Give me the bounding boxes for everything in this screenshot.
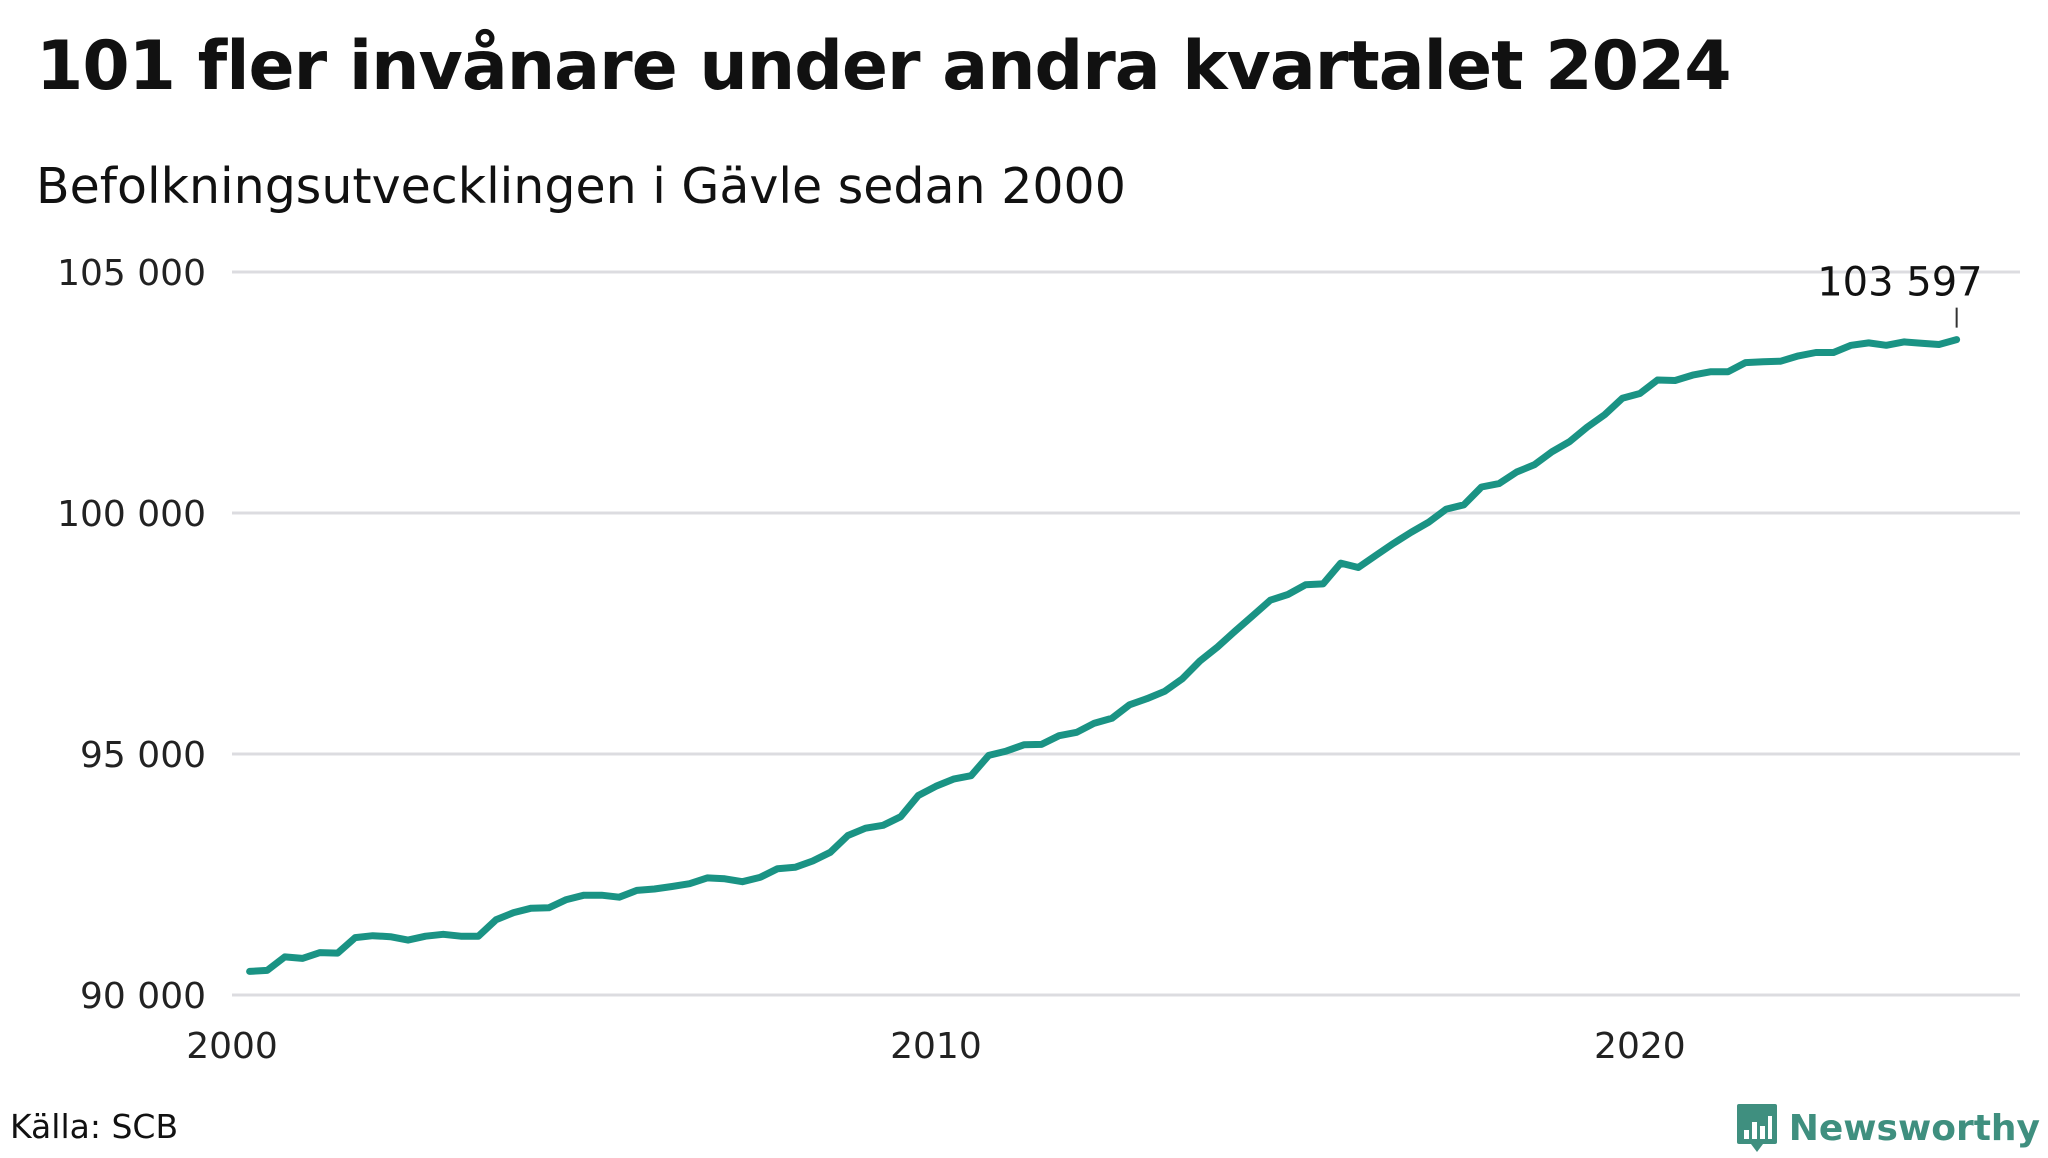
population-line — [246, 336, 1961, 975]
source-note: Källa: SCB — [10, 1107, 179, 1146]
y-axis-ticks: 90 000 95 000 100 000 105 000 — [57, 253, 206, 1017]
y-tick-label: 90 000 — [80, 976, 206, 1017]
x-tick-label: 2020 — [1594, 1026, 1686, 1067]
brand-logo: Newsworthy — [1735, 1098, 2040, 1158]
chart-title: 101 fler invånare under andra kvartalet … — [36, 27, 1732, 106]
y-tick-label: 100 000 — [57, 494, 206, 535]
end-annotation: 103 597 — [1817, 260, 1983, 328]
x-tick-label: 2000 — [186, 1026, 278, 1067]
x-tick-label: 2010 — [890, 1026, 982, 1067]
x-axis-ticks: 2000 2010 2020 — [186, 1026, 1685, 1067]
series — [246, 336, 1961, 975]
end-value-label: 103 597 — [1817, 260, 1982, 306]
gridlines — [232, 270, 2020, 997]
brand-name: Newsworthy — [1788, 1107, 2040, 1149]
newsworthy-logo-icon — [1736, 1104, 1777, 1152]
y-tick-label: 95 000 — [80, 735, 206, 776]
y-tick-label: 105 000 — [57, 253, 206, 294]
chart-subtitle: Befolkningsutvecklingen i Gävle sedan 20… — [36, 158, 1126, 215]
